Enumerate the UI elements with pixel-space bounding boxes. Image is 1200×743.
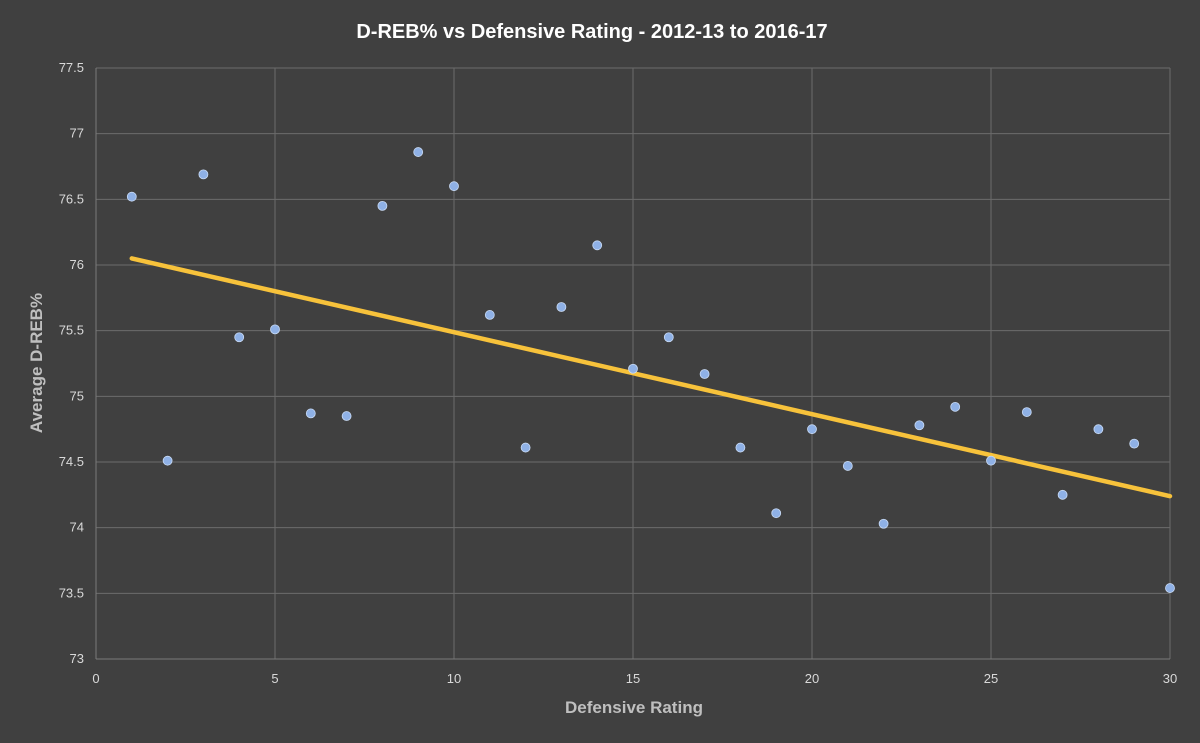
data-point	[126, 191, 137, 202]
y-tick-label: 74.5	[59, 454, 84, 469]
data-point	[628, 363, 638, 374]
data-point	[1093, 424, 1104, 435]
x-tick-label: 10	[447, 671, 461, 686]
data-point	[234, 332, 245, 343]
y-tick-label: 75.5	[59, 323, 84, 338]
x-tick-label: 15	[626, 671, 640, 686]
data-point	[198, 169, 209, 180]
data-point	[771, 508, 782, 519]
data-points	[126, 147, 1175, 593]
data-point	[878, 518, 889, 529]
data-point	[556, 302, 567, 312]
data-point	[449, 181, 459, 192]
data-point	[520, 442, 531, 453]
data-point	[305, 408, 316, 419]
y-tick-label: 74	[70, 520, 84, 535]
x-tick-label: 25	[984, 671, 998, 686]
data-point	[914, 420, 925, 431]
x-tick-label: 30	[1163, 671, 1177, 686]
y-tick-label: 75	[70, 388, 84, 403]
data-point	[592, 240, 603, 251]
data-point	[842, 461, 853, 471]
chart-title: D-REB% vs Defensive Rating - 2012-13 to …	[356, 21, 827, 43]
x-axis-label: Defensive Rating	[565, 698, 703, 717]
x-tick-label: 20	[805, 671, 819, 686]
x-tick-labels: 0 5 10 15 20 25 30	[92, 671, 1177, 686]
data-point	[413, 147, 424, 157]
data-point	[377, 200, 388, 211]
data-point	[270, 324, 280, 335]
y-tick-label: 73.5	[59, 585, 84, 600]
axes	[95, 68, 1170, 660]
data-point	[699, 369, 710, 379]
trendline-group	[129, 256, 1173, 499]
data-point	[950, 401, 961, 412]
data-point	[1165, 583, 1175, 593]
y-tick-label: 77.5	[59, 60, 84, 75]
data-point	[735, 442, 746, 453]
data-point	[341, 411, 352, 421]
y-tick-label: 73	[70, 651, 84, 666]
data-point	[807, 424, 817, 435]
x-tick-label: 0	[92, 671, 99, 686]
data-point	[986, 455, 996, 466]
data-point	[1129, 438, 1140, 449]
trendline	[129, 256, 1173, 499]
y-tick-label: 76	[70, 257, 84, 272]
data-point	[663, 332, 674, 343]
y-tick-labels: 73 73.5 74 74.5 75 75.5 76 76.5 77 77.5	[59, 60, 84, 666]
y-axis-label: Average D-REB%	[27, 293, 46, 433]
x-tick-label: 5	[271, 671, 278, 686]
data-point	[1057, 489, 1068, 500]
y-tick-label: 77	[70, 126, 84, 141]
data-point	[1021, 407, 1032, 417]
data-point	[484, 310, 495, 320]
y-tick-label: 76.5	[59, 191, 84, 206]
data-point	[162, 455, 173, 466]
